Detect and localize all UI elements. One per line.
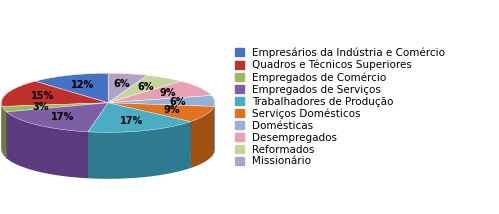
Polygon shape bbox=[2, 103, 108, 153]
Polygon shape bbox=[108, 81, 212, 103]
Polygon shape bbox=[2, 103, 108, 153]
Polygon shape bbox=[6, 103, 108, 158]
Polygon shape bbox=[108, 103, 214, 153]
Text: 17%: 17% bbox=[120, 116, 143, 126]
Text: 3%: 3% bbox=[32, 102, 49, 112]
Polygon shape bbox=[88, 122, 191, 179]
Polygon shape bbox=[6, 103, 108, 132]
Polygon shape bbox=[6, 112, 88, 178]
Polygon shape bbox=[108, 73, 147, 103]
Polygon shape bbox=[2, 103, 108, 112]
Polygon shape bbox=[88, 103, 191, 132]
Polygon shape bbox=[108, 103, 214, 153]
Polygon shape bbox=[191, 107, 214, 168]
Polygon shape bbox=[2, 107, 6, 158]
Text: 6%: 6% bbox=[169, 97, 186, 107]
Polygon shape bbox=[108, 103, 214, 122]
Polygon shape bbox=[108, 75, 181, 103]
Text: 15%: 15% bbox=[31, 91, 54, 101]
Polygon shape bbox=[6, 103, 108, 158]
Text: 17%: 17% bbox=[50, 112, 74, 122]
Text: 6%: 6% bbox=[113, 79, 129, 89]
Text: 12%: 12% bbox=[71, 80, 94, 90]
Polygon shape bbox=[214, 103, 215, 153]
Polygon shape bbox=[35, 73, 108, 103]
Text: 9%: 9% bbox=[164, 106, 180, 115]
Polygon shape bbox=[108, 103, 191, 168]
Polygon shape bbox=[108, 103, 191, 168]
Polygon shape bbox=[108, 95, 215, 107]
Polygon shape bbox=[88, 103, 108, 178]
Text: 6%: 6% bbox=[137, 82, 154, 92]
Legend: Empresários da Indústria e Comércio, Quadros e Técnicos Superiores, Empregados d: Empresários da Indústria e Comércio, Qua… bbox=[235, 48, 446, 166]
Text: 9%: 9% bbox=[160, 88, 176, 98]
Polygon shape bbox=[1, 81, 108, 107]
Polygon shape bbox=[1, 103, 2, 153]
Polygon shape bbox=[88, 103, 108, 178]
